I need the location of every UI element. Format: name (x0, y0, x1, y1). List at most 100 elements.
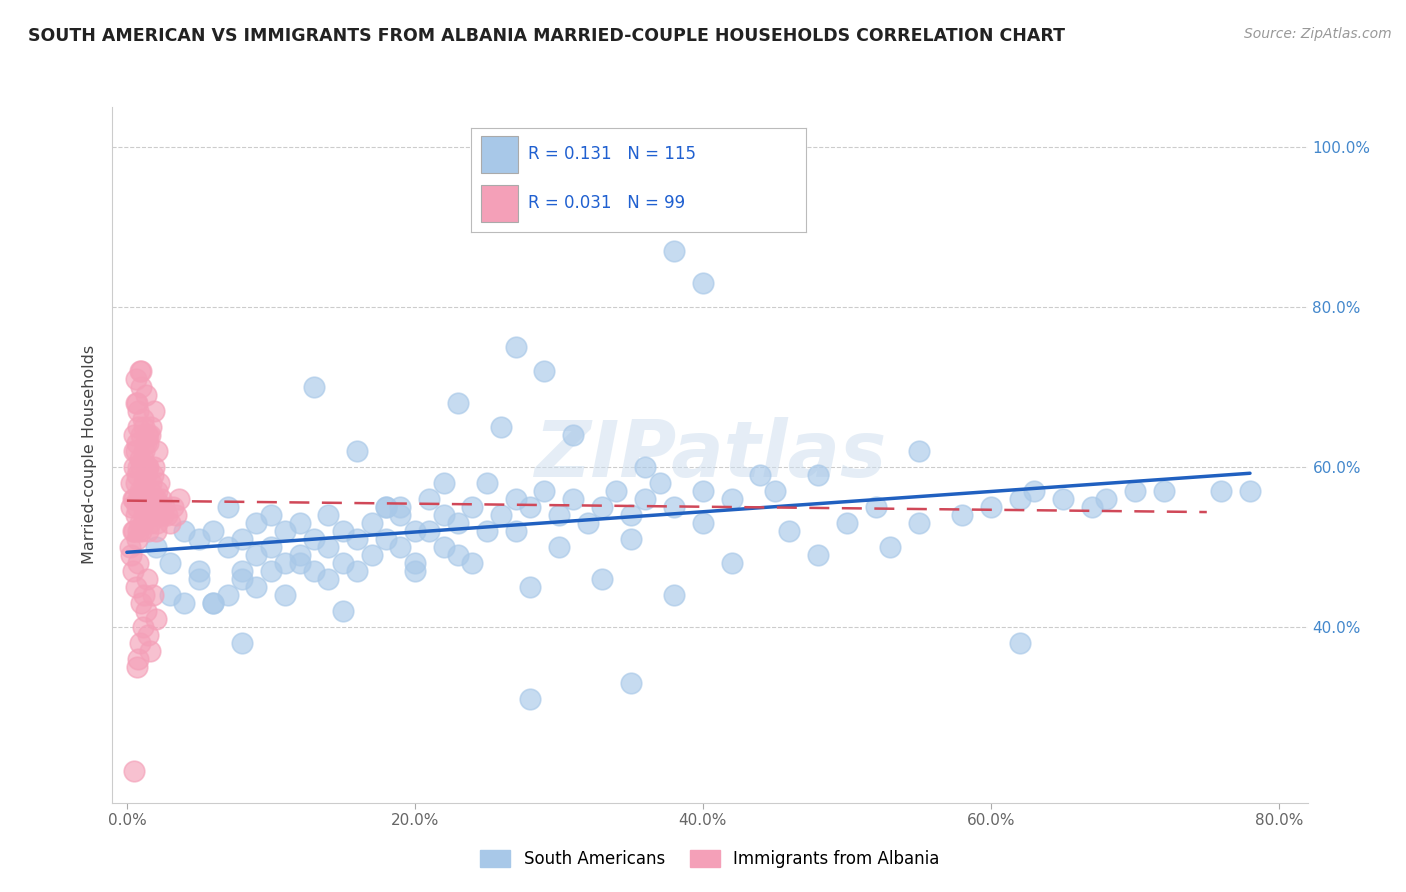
Point (138, 459, 160, 474)
Point (122, 764, 145, 778)
Point (389, 508, 412, 522)
Text: SOUTH AMERICAN VS IMMIGRANTS FROM ALBANIA MARRIED-COUPLE HOUSEHOLDS CORRELATION : SOUTH AMERICAN VS IMMIGRANTS FROM ALBANI… (28, 27, 1066, 45)
Point (404, 564, 426, 578)
Point (173, 596, 195, 610)
Point (260, 508, 283, 522)
Point (134, 420, 156, 434)
Point (159, 588, 181, 602)
Point (318, 540, 340, 554)
Point (865, 500, 887, 514)
Point (332, 604, 354, 618)
Point (1153, 483, 1175, 498)
Point (519, 691, 541, 706)
Point (132, 412, 155, 426)
Point (134, 508, 156, 522)
Point (447, 396, 470, 410)
Point (138, 628, 160, 642)
Point (461, 556, 484, 570)
Point (128, 636, 150, 650)
Point (128, 483, 150, 498)
Point (461, 500, 484, 514)
Point (274, 556, 297, 570)
Point (129, 380, 152, 394)
Point (980, 500, 1002, 514)
Point (634, 491, 657, 506)
Point (125, 467, 148, 482)
Point (148, 475, 170, 490)
Point (605, 483, 627, 498)
Point (433, 508, 456, 522)
Point (143, 459, 166, 474)
Point (136, 572, 159, 586)
Point (135, 388, 157, 402)
Point (127, 652, 149, 666)
Point (245, 516, 267, 530)
Point (1080, 500, 1102, 514)
Point (122, 524, 145, 538)
Point (148, 508, 170, 522)
Point (288, 516, 311, 530)
Point (120, 500, 142, 514)
Point (662, 500, 685, 514)
Point (139, 428, 162, 442)
Point (576, 516, 599, 530)
Point (159, 516, 181, 530)
Point (142, 500, 165, 514)
Point (418, 491, 440, 506)
Point (132, 620, 155, 634)
Point (1008, 636, 1031, 650)
Point (127, 556, 149, 570)
Point (128, 516, 150, 530)
Point (375, 500, 398, 514)
Point (692, 516, 714, 530)
Point (125, 660, 148, 674)
Point (1239, 483, 1261, 498)
Point (152, 508, 174, 522)
Point (135, 500, 157, 514)
Point (138, 436, 160, 450)
Point (134, 588, 156, 602)
Point (288, 556, 311, 570)
Point (562, 491, 585, 506)
Point (533, 364, 555, 378)
Point (274, 524, 297, 538)
Point (122, 459, 145, 474)
Point (1211, 483, 1233, 498)
Point (127, 459, 149, 474)
Point (125, 436, 148, 450)
Point (260, 564, 283, 578)
Point (165, 508, 187, 522)
Point (475, 524, 498, 538)
Point (648, 475, 671, 490)
Point (120, 548, 142, 562)
Point (404, 524, 426, 538)
Point (950, 508, 973, 522)
Point (491, 420, 513, 434)
Point (127, 420, 149, 434)
Point (692, 276, 714, 290)
Point (124, 396, 146, 410)
Point (129, 524, 152, 538)
Point (145, 524, 167, 538)
Point (231, 532, 253, 546)
Point (375, 532, 398, 546)
Point (127, 524, 149, 538)
Point (692, 483, 714, 498)
Point (418, 524, 440, 538)
Point (129, 491, 152, 506)
Point (720, 556, 742, 570)
Point (135, 436, 157, 450)
Point (124, 444, 146, 458)
Point (662, 244, 685, 258)
Point (302, 532, 325, 546)
Point (433, 475, 456, 490)
Point (150, 491, 173, 506)
Point (519, 500, 541, 514)
Point (120, 475, 142, 490)
Point (125, 532, 148, 546)
Point (149, 500, 172, 514)
Point (167, 491, 190, 506)
Point (142, 467, 165, 482)
Point (547, 508, 569, 522)
Point (143, 404, 166, 418)
